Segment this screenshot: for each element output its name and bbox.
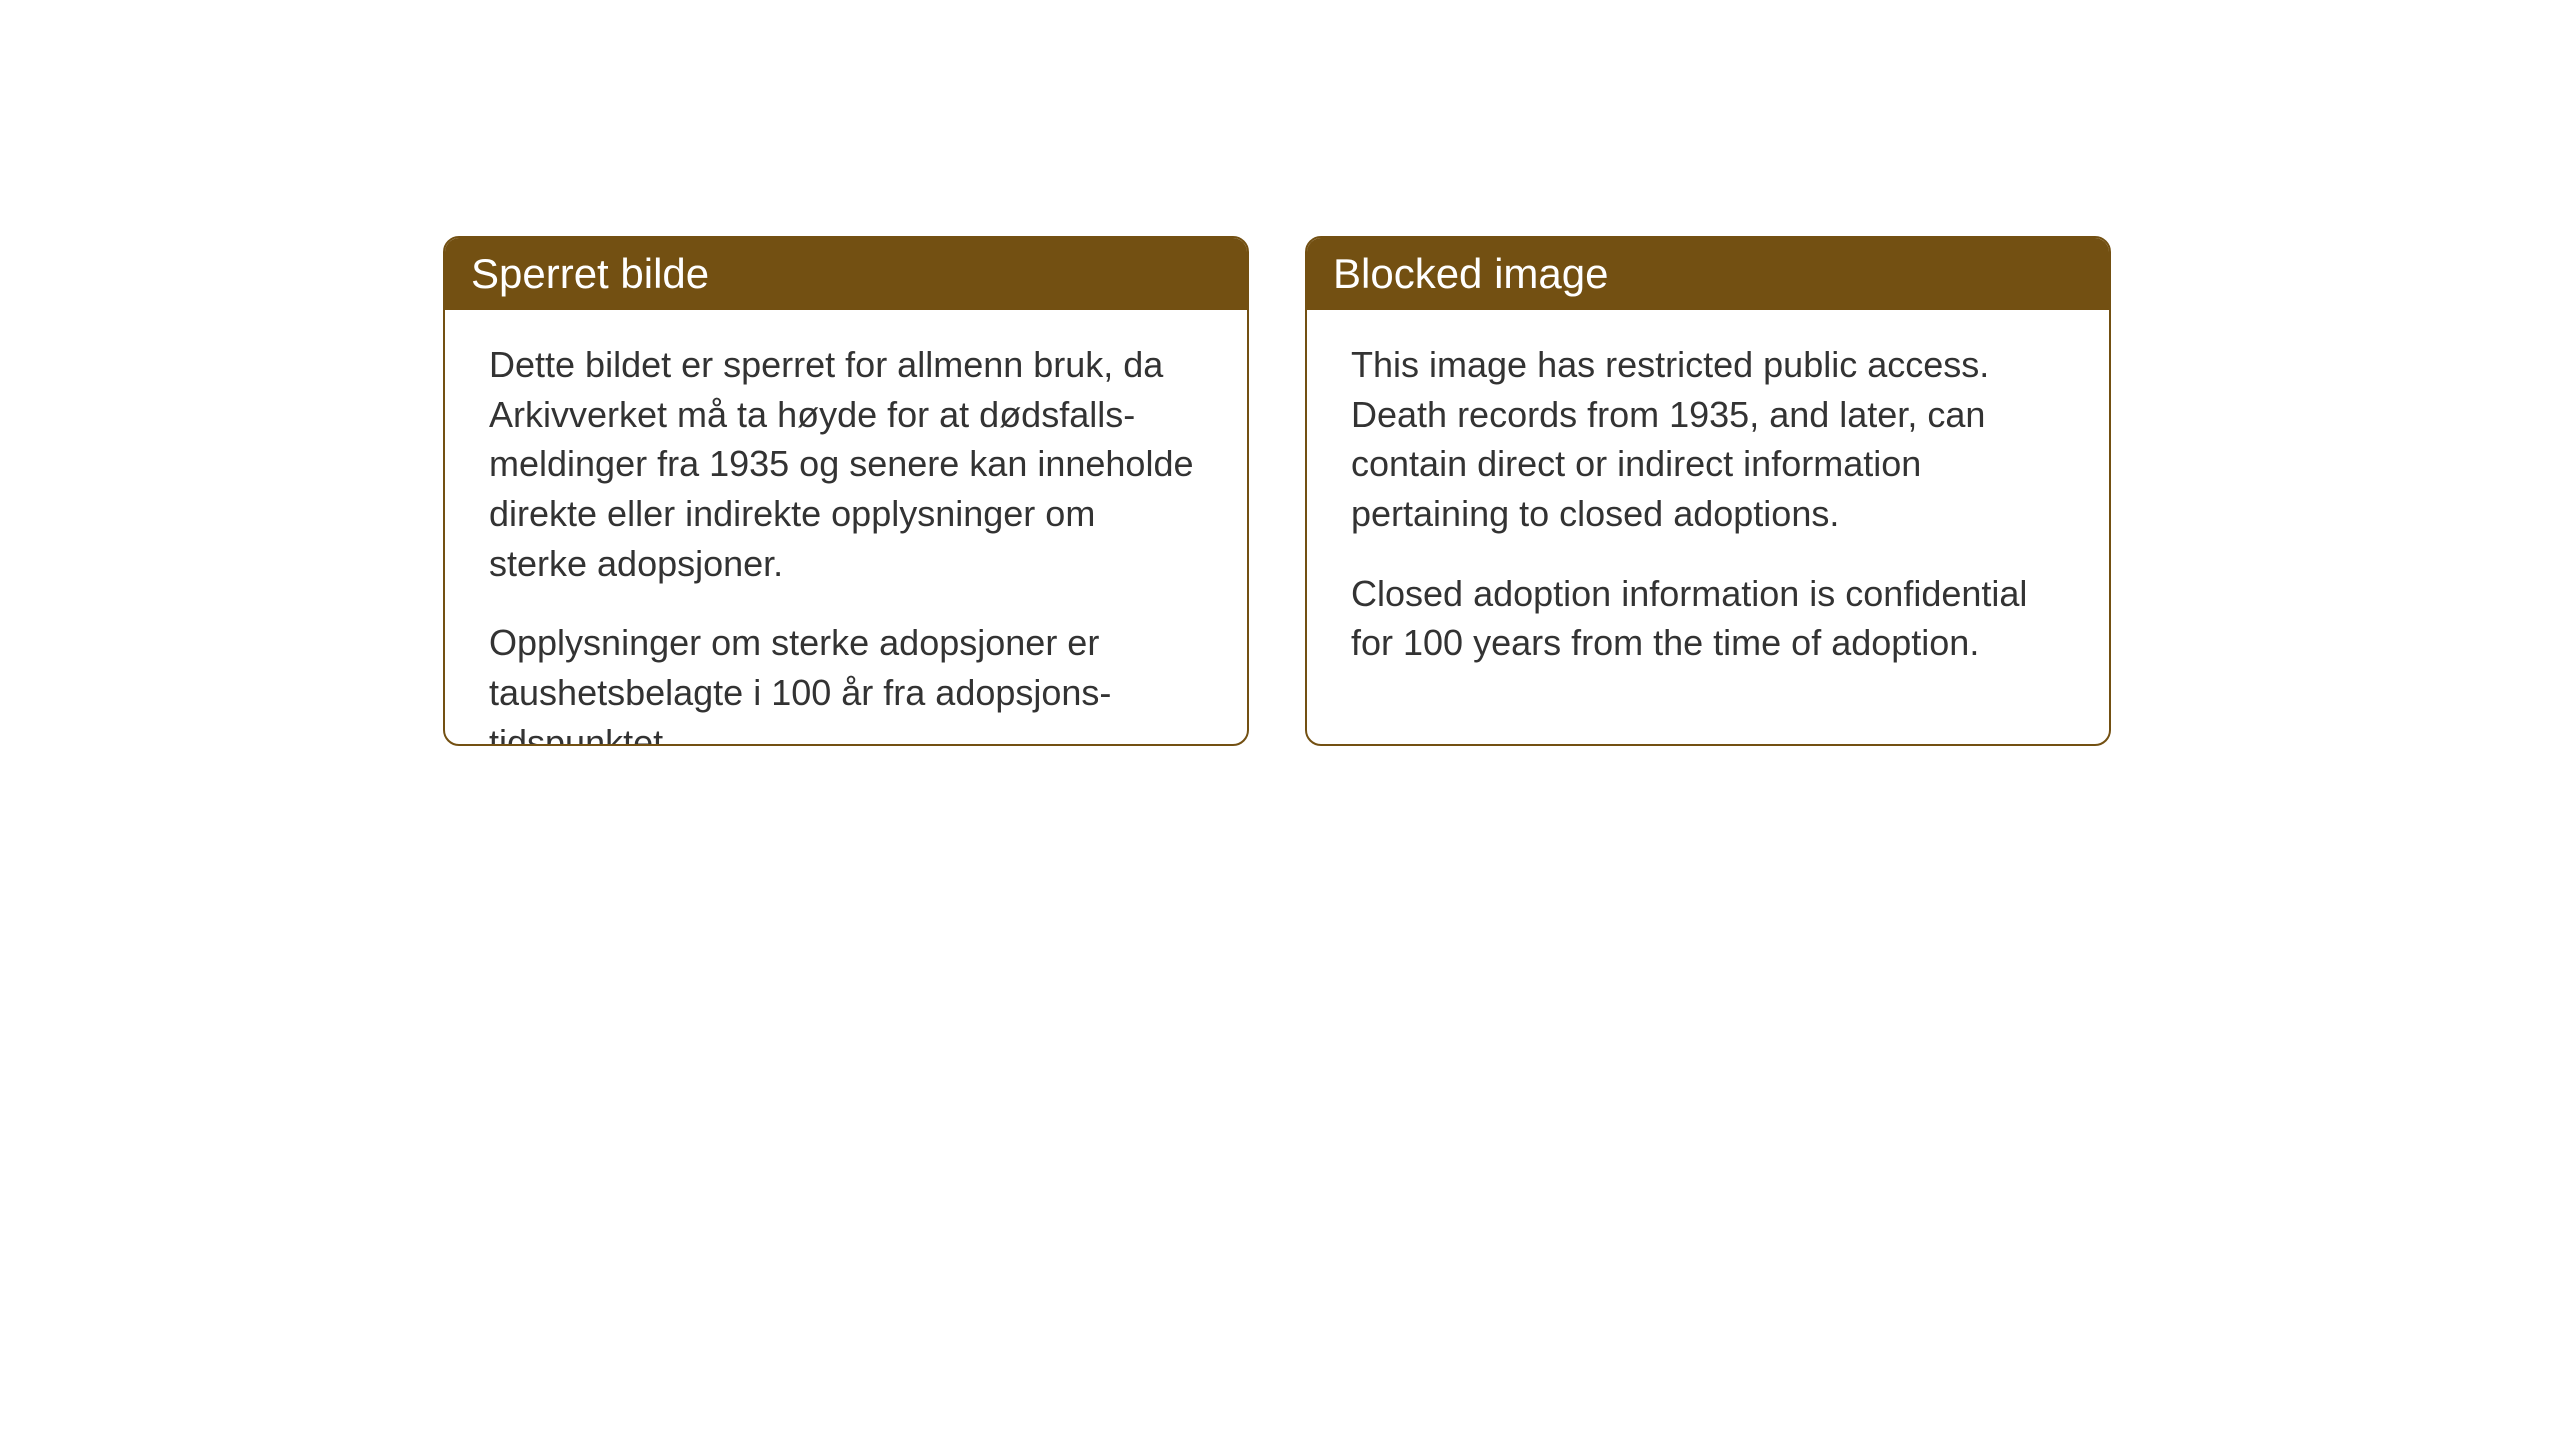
- card-title-english: Blocked image: [1333, 250, 1608, 297]
- card-body-english: This image has restricted public access.…: [1307, 310, 2109, 698]
- card-header-norwegian: Sperret bilde: [445, 238, 1247, 310]
- card-body-norwegian: Dette bildet er sperret for allmenn bruk…: [445, 310, 1247, 746]
- card-title-norwegian: Sperret bilde: [471, 250, 709, 297]
- card-paragraph-1-norwegian: Dette bildet er sperret for allmenn bruk…: [489, 340, 1203, 588]
- card-container: Sperret bilde Dette bildet er sperret fo…: [443, 236, 2111, 746]
- card-paragraph-2-norwegian: Opplysninger om sterke adopsjoner er tau…: [489, 618, 1203, 746]
- card-english: Blocked image This image has restricted …: [1305, 236, 2111, 746]
- card-norwegian: Sperret bilde Dette bildet er sperret fo…: [443, 236, 1249, 746]
- card-paragraph-1-english: This image has restricted public access.…: [1351, 340, 2065, 539]
- card-paragraph-2-english: Closed adoption information is confident…: [1351, 569, 2065, 668]
- card-header-english: Blocked image: [1307, 238, 2109, 310]
